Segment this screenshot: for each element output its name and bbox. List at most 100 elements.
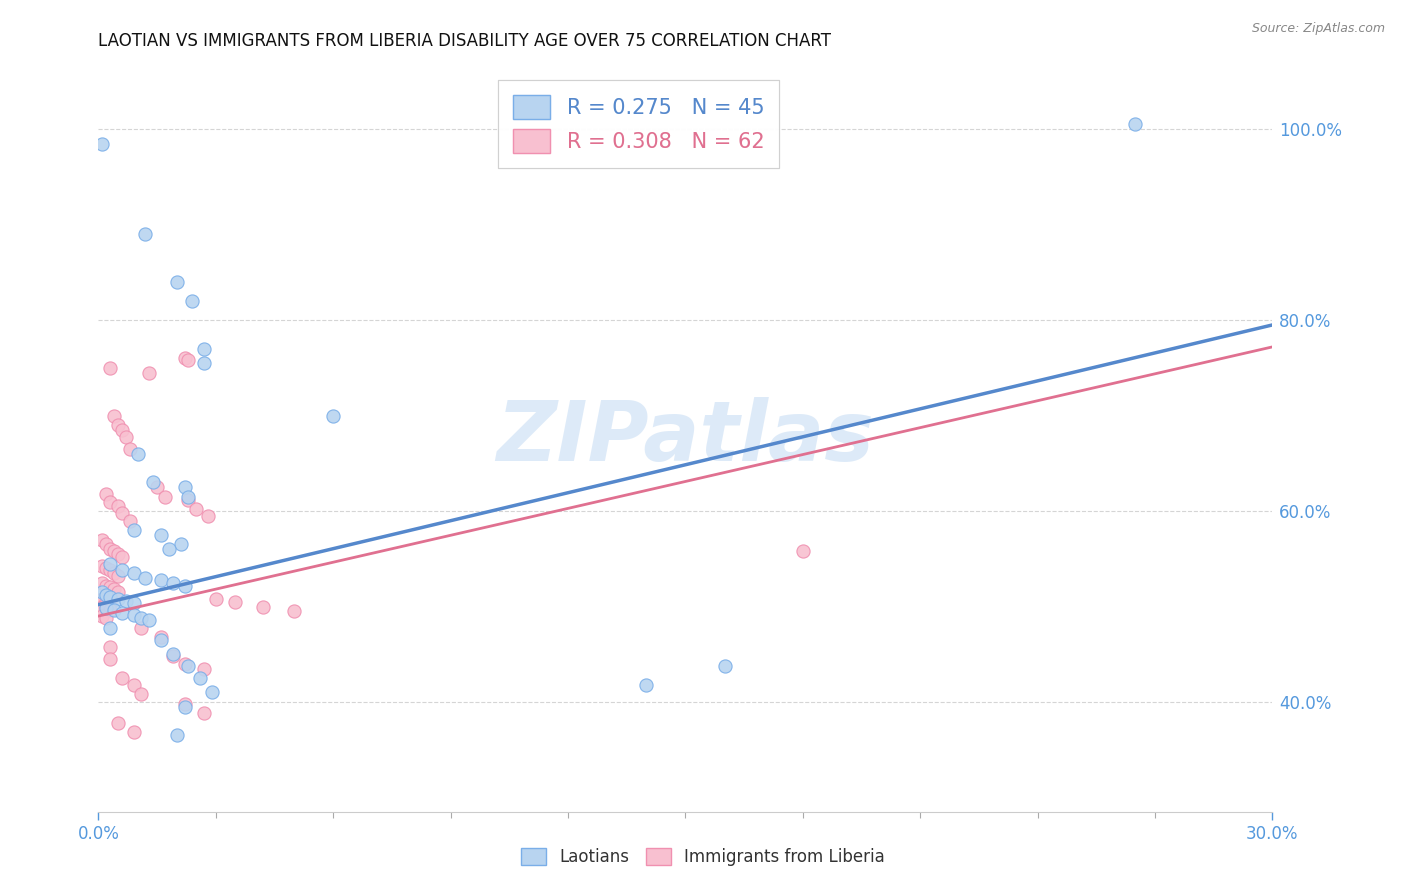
Point xyxy=(122,566,145,580)
Point xyxy=(162,575,184,590)
Point xyxy=(173,697,195,711)
Point xyxy=(111,549,134,564)
Point xyxy=(103,603,125,617)
Point xyxy=(173,657,195,671)
Point xyxy=(134,227,156,242)
Point xyxy=(91,591,114,606)
Point xyxy=(122,608,145,623)
Point xyxy=(114,429,136,443)
Point xyxy=(150,632,173,647)
Point xyxy=(91,533,114,547)
Point xyxy=(96,578,118,592)
Point xyxy=(134,571,156,585)
Point xyxy=(91,575,114,590)
Point xyxy=(107,715,129,730)
Point xyxy=(186,502,208,516)
Text: LAOTIAN VS IMMIGRANTS FROM LIBERIA DISABILITY AGE OVER 75 CORRELATION CHART: LAOTIAN VS IMMIGRANTS FROM LIBERIA DISAB… xyxy=(98,32,831,50)
Point xyxy=(1125,118,1147,132)
Point xyxy=(166,275,188,289)
Point xyxy=(103,582,125,597)
Point xyxy=(146,480,169,494)
Text: ZIPatlas: ZIPatlas xyxy=(496,397,875,477)
Point xyxy=(193,661,215,675)
Point xyxy=(150,528,173,542)
Point xyxy=(96,601,118,615)
Point xyxy=(138,366,160,380)
Point xyxy=(103,566,125,580)
Point xyxy=(96,601,118,615)
Point xyxy=(177,492,200,507)
Point xyxy=(150,630,173,644)
Point xyxy=(131,687,153,701)
Point xyxy=(91,136,114,151)
Point xyxy=(107,547,129,561)
Point xyxy=(173,699,195,714)
Point xyxy=(205,591,228,606)
Point xyxy=(98,542,121,557)
Point xyxy=(96,537,118,551)
Point xyxy=(98,640,121,654)
Point xyxy=(96,588,118,602)
Point xyxy=(150,573,173,587)
Point xyxy=(96,561,118,575)
Point xyxy=(169,537,191,551)
Point xyxy=(91,609,114,624)
Point xyxy=(193,356,215,370)
Point xyxy=(193,342,215,356)
Point xyxy=(118,514,141,528)
Point xyxy=(122,596,145,610)
Point xyxy=(153,490,176,504)
Point xyxy=(122,725,145,739)
Point xyxy=(111,423,134,437)
Point xyxy=(91,585,114,599)
Point xyxy=(636,678,658,692)
Point xyxy=(131,611,153,625)
Point xyxy=(224,595,246,609)
Point xyxy=(138,613,160,627)
Point xyxy=(111,506,134,520)
Point xyxy=(91,599,114,614)
Point xyxy=(118,442,141,456)
Point xyxy=(162,647,184,661)
Point xyxy=(103,409,125,423)
Point xyxy=(713,658,735,673)
Text: Source: ZipAtlas.com: Source: ZipAtlas.com xyxy=(1251,22,1385,36)
Point xyxy=(107,418,129,433)
Point xyxy=(193,706,215,721)
Point xyxy=(111,563,134,577)
Point xyxy=(111,606,134,620)
Point xyxy=(162,649,184,664)
Point xyxy=(173,578,195,592)
Point xyxy=(322,409,344,423)
Point xyxy=(201,685,224,699)
Point xyxy=(107,585,129,599)
Point xyxy=(98,603,121,617)
Point xyxy=(173,480,195,494)
Point xyxy=(111,671,134,685)
Point xyxy=(122,523,145,537)
Point xyxy=(98,494,121,508)
Point xyxy=(103,544,125,558)
Point xyxy=(127,447,149,461)
Point xyxy=(181,294,204,309)
Point xyxy=(98,581,121,595)
Point xyxy=(98,590,121,604)
Point xyxy=(96,594,118,608)
Point xyxy=(107,591,129,606)
Point xyxy=(188,671,211,685)
Legend: R = 0.275   N = 45, R = 0.308   N = 62: R = 0.275 N = 45, R = 0.308 N = 62 xyxy=(498,80,779,168)
Point xyxy=(91,559,114,574)
Point xyxy=(283,604,305,618)
Point xyxy=(197,508,219,523)
Point xyxy=(157,542,180,557)
Point xyxy=(98,596,121,610)
Point xyxy=(98,620,121,634)
Legend: Laotians, Immigrants from Liberia: Laotians, Immigrants from Liberia xyxy=(515,841,891,873)
Point xyxy=(98,360,121,375)
Point xyxy=(98,563,121,577)
Point xyxy=(107,500,129,514)
Point xyxy=(166,728,188,742)
Point xyxy=(131,620,153,634)
Point xyxy=(173,351,195,366)
Point xyxy=(96,487,118,501)
